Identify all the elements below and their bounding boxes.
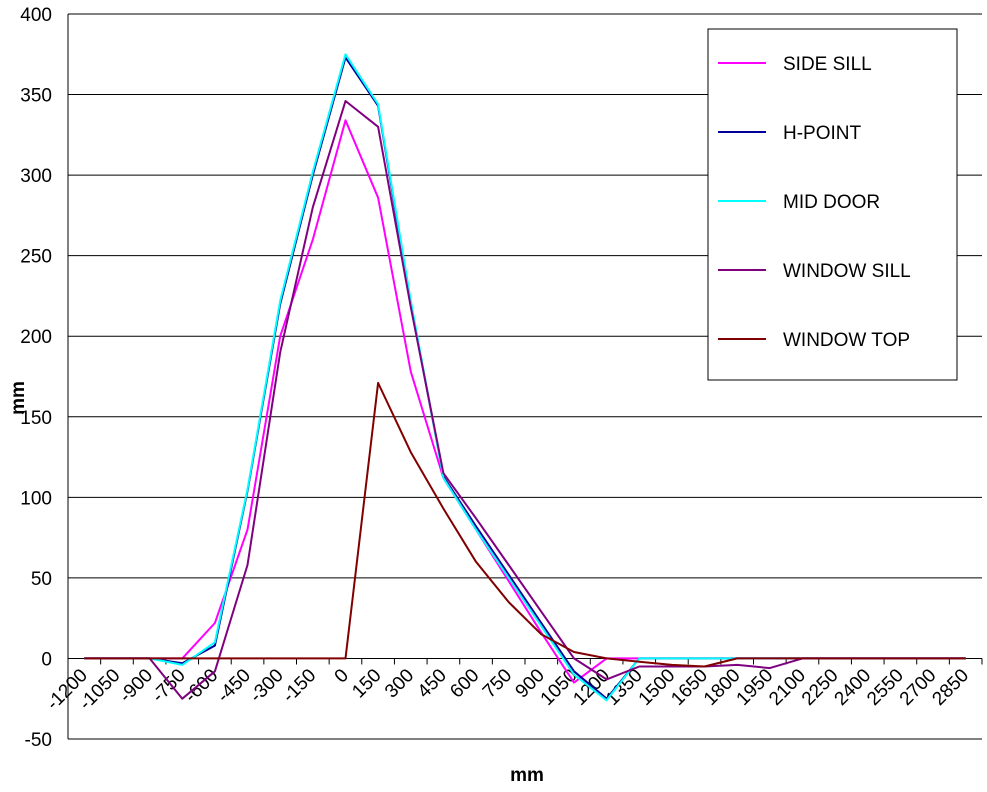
legend-label: MID DOOR	[783, 192, 880, 213]
legend-label: WINDOW SILL	[783, 261, 911, 282]
x-tick-label: 150	[348, 665, 385, 702]
x-tick-label: -750	[148, 665, 190, 707]
series-line-window-top	[84, 381, 966, 668]
y-tick-label: 0	[41, 649, 52, 670]
y-tick-label: -50	[25, 730, 52, 751]
legend-label: H-POINT	[783, 123, 862, 144]
y-tick-label: 200	[20, 327, 52, 348]
y-tick-label: 50	[31, 569, 52, 590]
x-tick-label: 300	[381, 665, 418, 702]
x-tick-label: 0	[331, 665, 353, 687]
x-tick-label: 600	[446, 665, 483, 702]
y-tick-label: 150	[20, 408, 52, 429]
gridlines	[68, 13, 982, 659]
y-tick-label: 400	[20, 5, 52, 26]
x-axis-title: mm	[510, 765, 544, 786]
x-tick-label: 1500	[635, 665, 680, 710]
x-tick-label: 750	[479, 665, 516, 702]
y-tick-label: 100	[20, 488, 52, 509]
y-axis-tick-labels: -50 0 50 100 150 200 250 300 350 400	[20, 5, 52, 751]
y-tick-label: 350	[20, 86, 52, 107]
x-tick-label: 450	[414, 665, 451, 702]
x-tick-label: 1800	[700, 665, 745, 710]
y-tick-label: 250	[20, 247, 52, 268]
series-lines	[84, 53, 966, 702]
x-tick-label: 2700	[896, 665, 941, 710]
x-tick-label: 1650	[667, 665, 712, 710]
x-tick-label: -150	[279, 665, 321, 707]
legend: SIDE SILL H-POINT MID DOOR WINDOW SILL WINDO…	[707, 28, 958, 381]
x-tick-label: 2400	[831, 665, 876, 710]
x-tick-label: 1950	[733, 665, 778, 710]
x-tick-label: -300	[246, 665, 288, 707]
x-tick-label: -900	[115, 665, 157, 707]
x-tick-label: -600	[181, 665, 223, 707]
x-tick-label: -450	[213, 665, 255, 707]
legend-label: SIDE SILL	[783, 54, 872, 75]
x-tick-label: 2100	[765, 665, 810, 710]
y-axis-title: mm	[8, 381, 29, 415]
x-tick-label: 2850	[928, 665, 973, 710]
x-axis-tick-labels: -1200-1050-900-750-600-450-300-150 015030…	[43, 658, 983, 714]
y-tick-label: 300	[20, 166, 52, 187]
x-tick-label: 2250	[798, 665, 843, 710]
plot-area	[67, 14, 982, 740]
x-tick-label: 2550	[863, 665, 908, 710]
legend-label: WINDOW TOP	[783, 330, 910, 351]
legend-items: SIDE SILL H-POINT MID DOOR WINDOW SILL WINDO…	[718, 54, 911, 351]
legend-box	[707, 28, 958, 381]
